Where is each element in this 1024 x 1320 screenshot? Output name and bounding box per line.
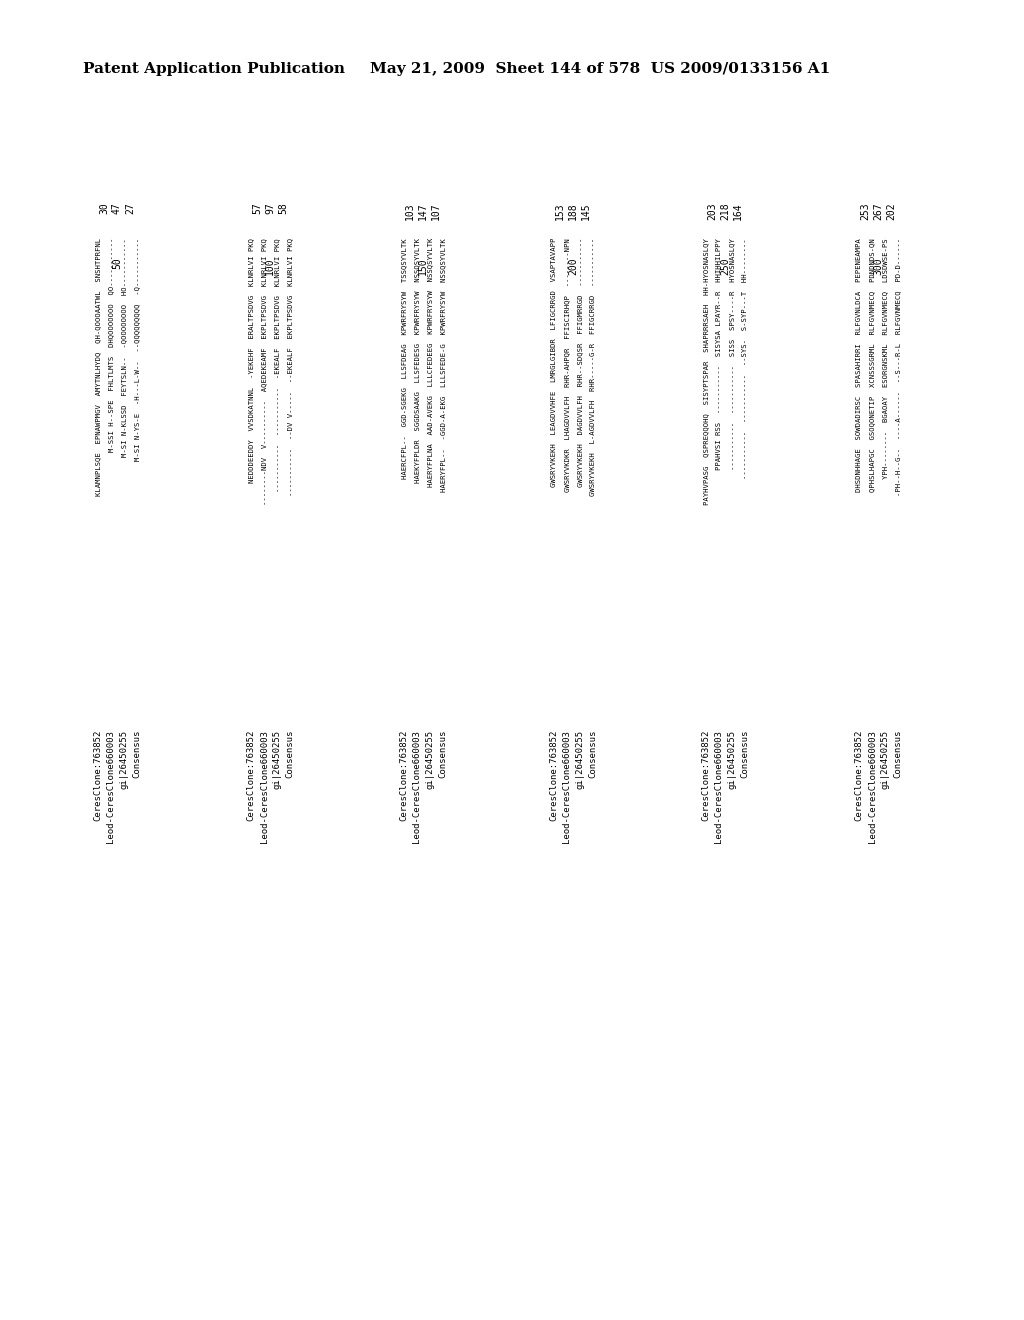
Text: Leod-CeresClone660003: Leod-CeresClone660003: [259, 730, 268, 843]
Text: HAERYFPLNA  AAD-AVEKG  LLLCFEDEEG  KPWRFRYSYW  NSSQSYVLTK: HAERYFPLNA AAD-AVEKG LLLCFEDEEG KPWRFRYS…: [427, 238, 433, 487]
Text: GWSRYVKEKH  DAGDVVLFH  RHR--SDQSR  FFIGMRRGD  -----------: GWSRYVKEKH DAGDVVLFH RHR--SDQSR FFIGMRRG…: [577, 238, 583, 487]
Text: -----------  -----------  SISS  SPSY----R  HYOSNASLQY: ----------- ----------- SISS SPSY----R H…: [729, 238, 735, 470]
Text: 250: 250: [720, 257, 730, 275]
Text: QPHSLHAPGC  GSOQONETIP  XCNSSSGRML  RLFGVNMECQ  PDNDNDS-QN: QPHSLHAPGC GSOQONETIP XCNSSSGRML RLFGVNM…: [869, 238, 874, 492]
Text: 218: 218: [720, 202, 730, 219]
Text: CeresClone:763852: CeresClone:763852: [550, 730, 558, 821]
Text: Leod-CeresClone660003: Leod-CeresClone660003: [715, 730, 724, 843]
Text: 150: 150: [418, 257, 428, 275]
Text: gi|26450255: gi|26450255: [727, 730, 736, 789]
Text: Consensus: Consensus: [286, 730, 295, 779]
Text: Consensus: Consensus: [132, 730, 141, 779]
Text: CeresClone:763852: CeresClone:763852: [247, 730, 256, 821]
Text: 30: 30: [99, 202, 109, 214]
Text: GWSRYVKDKR  LHAGDVVLFH  RHR-AHPQR  FFISCIRHQP  --------NPN: GWSRYVKDKR LHAGDVVLFH RHR-AHPQR FFISCIRH…: [564, 238, 570, 492]
Text: -----------  -----------  --SYS-  S-SYP---T  HH--------: ----------- ----------- --SYS- S-SYP---T…: [742, 238, 748, 479]
Text: M-SSI H--SPE  FHLTLMTS  DHQOOOOOOO  QO-----------: M-SSI H--SPE FHLTLMTS DHQOOOOOOO QO-----…: [108, 238, 114, 453]
Text: Consensus: Consensus: [894, 730, 902, 779]
Text: 47: 47: [112, 202, 122, 214]
Text: 267: 267: [873, 202, 883, 219]
Text: Consensus: Consensus: [589, 730, 597, 779]
Text: GWSRYVKEKH  LEAGDVVHFE  LMRGLGIBDR  LFIGCRRGD  VSAPTAVAPP: GWSRYVKEKH LEAGDVVHFE LMRGLGIBDR LFIGCRR…: [551, 238, 557, 487]
Text: GWSRYVKEKH  L-AGDVVLFH  RHR-----G-R  FFIGCRRGD  -----------: GWSRYVKEKH L-AGDVVLFH RHR-----G-R FFIGCR…: [590, 238, 596, 496]
Text: 107: 107: [431, 202, 441, 219]
Text: 200: 200: [568, 257, 578, 275]
Text: gi|26450255: gi|26450255: [575, 730, 585, 789]
Text: 27: 27: [125, 202, 135, 214]
Text: Leod-CeresClone660003: Leod-CeresClone660003: [413, 730, 422, 843]
Text: -PH--H--G--  ----A------  --S---R-L  RLFGVNMECQ  PD-D------: -PH--H--G-- ----A------ --S---R-L RLFGVN…: [895, 238, 901, 496]
Text: PAYHVPASG  QSPREQQOHQ  SISYPTSPAR  SHAPRRRSAEH  HH-HYOSNASLQY: PAYHVPASG QSPREQQOHQ SISYPTSPAR SHAPRRRS…: [703, 238, 709, 504]
Text: 100: 100: [265, 257, 275, 275]
Text: 57: 57: [252, 202, 262, 214]
Text: CeresClone:763852: CeresClone:763852: [701, 730, 711, 821]
Text: CeresClone:763852: CeresClone:763852: [399, 730, 409, 821]
Text: 103: 103: [406, 202, 415, 219]
Text: M-SI N-KLSSD  FEYTSLN--  -QOOOOOOOO  HO-----------: M-SI N-KLSSD FEYTSLN-- -QOOOOOOOO HO----…: [121, 238, 127, 457]
Text: 58: 58: [278, 202, 288, 214]
Text: gi|26450255: gi|26450255: [426, 730, 434, 789]
Text: CeresClone:763852: CeresClone:763852: [854, 730, 863, 821]
Text: 164: 164: [733, 202, 743, 219]
Text: Patent Application Publication: Patent Application Publication: [83, 62, 345, 77]
Text: Consensus: Consensus: [438, 730, 447, 779]
Text: 300: 300: [873, 257, 883, 275]
Text: -----------  -----------  -EKEALF  EKPLTPSDVG  KLNRLVI PKQ: ----------- ----------- -EKEALF EKPLTPSD…: [274, 238, 280, 492]
Text: Leod-CeresClone660003: Leod-CeresClone660003: [562, 730, 571, 843]
Text: Leod-CeresClone660003: Leod-CeresClone660003: [867, 730, 877, 843]
Text: 145: 145: [581, 202, 591, 219]
Text: gi|26450255: gi|26450255: [272, 730, 282, 789]
Text: gi|26450255: gi|26450255: [120, 730, 128, 789]
Text: 203: 203: [707, 202, 717, 219]
Text: May 21, 2009  Sheet 144 of 578  US 2009/0133156 A1: May 21, 2009 Sheet 144 of 578 US 2009/01…: [370, 62, 830, 77]
Text: CeresClone:763852: CeresClone:763852: [93, 730, 102, 821]
Text: DHSDNHHAGE  SOWDADIRSC  SPASAHIRRI  RLFGVNLDCA  PEPENEAMPA: DHSDNHHAGE SOWDADIRSC SPASAHIRRI RLFGVNL…: [856, 238, 862, 492]
Text: HAERYFPL--  -GGD-A-EKG  LLLSFEDE-G  KPWRFRYSYW  NSSQSYVLTK: HAERYFPL-- -GGD-A-EKG LLLSFEDE-G KPWRFRY…: [440, 238, 446, 492]
Text: 153: 153: [555, 202, 565, 219]
Text: YPH--------  BGAOAY  ESORGNSKML  RLFGVNMECQ  LDSDWSE-PS: YPH-------- BGAOAY ESORGNSKML RLFGVNMECQ…: [882, 238, 888, 479]
Text: Consensus: Consensus: [740, 730, 750, 779]
Text: 202: 202: [886, 202, 896, 219]
Text: --------NDV  V----------  AQEDEKEAMF  EKPLTPSDVG  KLNRLVI PKQ: --------NDV V---------- AQEDEKEAMF EKPLT…: [261, 238, 267, 504]
Text: HAERCFPL--  GGD-SGEKG  LLSFDEAG  KPWRFRYSYW  TSSQSYVLTK: HAERCFPL-- GGD-SGEKG LLSFDEAG KPWRFRYSYW…: [401, 238, 407, 479]
Text: Leod-CeresClone660003: Leod-CeresClone660003: [106, 730, 116, 843]
Text: 97: 97: [265, 202, 275, 214]
Text: NEDDDEEDDY  VVSDKATNNL  -YEKEHF  ERALTPSDVG  KLNRLVI PKQ: NEDDDEEDDY VVSDKATNNL -YEKEHF ERALTPSDVG…: [248, 238, 254, 483]
Text: M-SI N-YS-E  -H---L-W--  --QQQQQQQQQ  -Q-----------: M-SI N-YS-E -H---L-W-- --QQQQQQQQQ -Q---…: [134, 238, 140, 461]
Text: 147: 147: [418, 202, 428, 219]
Text: 50: 50: [112, 257, 122, 269]
Text: gi|26450255: gi|26450255: [881, 730, 890, 789]
Text: KLAMNPLSQE  EPNAWPMGV  AMYTNLHYDQ  QH-QOOOAATWL  SNSHTPRFNL: KLAMNPLSQE EPNAWPMGV AMYTNLHYDQ QH-QOOOA…: [95, 238, 101, 496]
Text: 188: 188: [568, 202, 578, 219]
Text: -----------  --DV V-----  --EKEALF  EKPLTPSDVG  KLNRLVI PKQ: ----------- --DV V----- --EKEALF EKPLTPS…: [287, 238, 293, 496]
Text: PPAHVSI RSS  -----------  SISYSA LPAYR--R  HHIHHILPPY: PPAHVSI RSS ----------- SISYSA LPAYR--R …: [716, 238, 722, 470]
Text: 253: 253: [860, 202, 870, 219]
Text: HAEKYFPLDR  SGGDSAAKG  LLSFEDESG  KPWRFRYSYW  NSSQSYVLTK: HAEKYFPLDR SGGDSAAKG LLSFEDESG KPWRFRYSY…: [414, 238, 420, 483]
